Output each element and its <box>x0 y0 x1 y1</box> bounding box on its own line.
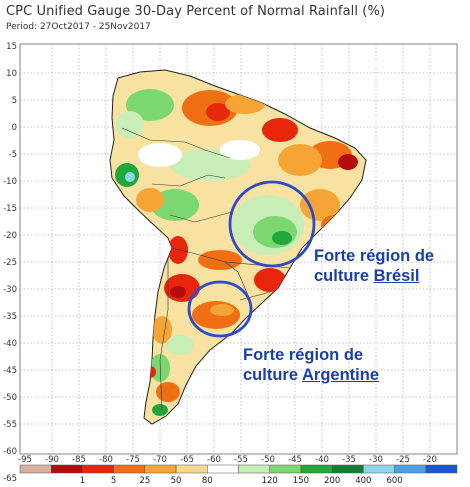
latitude-label: -25 <box>3 258 17 268</box>
latitude-label: 15 <box>6 42 17 52</box>
longitude-label: -90 <box>45 455 59 465</box>
legend-swatch <box>207 464 239 474</box>
argentina-region-circle <box>187 280 253 338</box>
legend-swatch <box>19 464 52 474</box>
latitude-label: -40 <box>3 339 17 349</box>
rainfall-anomaly-patches <box>115 89 358 416</box>
brazil-annotation: Forte région de culture Brésil <box>314 246 434 286</box>
legend-label: 150 <box>292 476 310 486</box>
legend-label: 120 <box>261 476 278 486</box>
longitude-label: -60 <box>207 455 221 465</box>
longitude-labels: -95 -90 -85 -80 -75 -70 -65 -60 -55 -50 -45 -40 -35 -… <box>18 455 437 465</box>
longitude-label: -55 <box>234 455 248 465</box>
brazil-annotation-line1: Forte région de <box>314 247 435 265</box>
latitude-label: 0 <box>12 123 17 133</box>
legend-swatch <box>269 464 302 474</box>
latitude-label: 5 <box>12 96 17 106</box>
legend-swatch <box>82 464 114 474</box>
argentina-annotation-line2: culture Argentine <box>243 366 379 384</box>
legend-swatch <box>331 464 364 474</box>
brazil-label: Brésil <box>373 267 420 285</box>
country-borders <box>121 127 291 411</box>
legend-label: 400 <box>355 476 372 486</box>
legend-swatch <box>238 464 270 474</box>
legend-label: 1 <box>79 476 86 486</box>
latitude-label: -45 <box>3 366 17 376</box>
legend-swatch <box>425 464 458 474</box>
latitude-labels: 15 10 5 0 -5 -10 -15 -20 -25 -30 -35 -40 -45 -50 -55 -6… <box>3 42 17 484</box>
map-period: Period: 27Oct2017 - 25Nov2017 <box>6 22 151 32</box>
brazil-region-circle <box>228 180 316 268</box>
latitude-label: -65 <box>3 474 17 484</box>
longitude-label: -45 <box>288 455 302 465</box>
legend-swatch <box>113 464 146 474</box>
legend-swatch <box>363 464 395 474</box>
longitude-label: -85 <box>72 455 86 465</box>
brazil-annotation-line2: culture Brésil <box>314 267 420 285</box>
legend-swatch <box>144 464 177 474</box>
legend-label: 600 <box>386 476 403 486</box>
legend-swatch <box>50 464 83 474</box>
longitude-label: -35 <box>342 455 356 465</box>
argentina-annotation-line1: Forte région de <box>243 346 364 364</box>
longitude-label: -40 <box>315 455 329 465</box>
latitude-label: -5 <box>9 150 17 160</box>
latitude-label: -15 <box>3 204 17 214</box>
legend-label: 200 <box>324 476 341 486</box>
latitude-label: -30 <box>3 285 17 295</box>
argentina-label: Argentine <box>301 366 379 384</box>
longitude-label: -95 <box>18 455 32 465</box>
longitude-label: -50 <box>261 455 275 465</box>
longitude-label: -30 <box>369 455 383 465</box>
legend-label: 25 <box>139 476 151 486</box>
latitude-label: -60 <box>3 447 17 457</box>
latitude-label: -20 <box>3 231 17 241</box>
longitude-label: -20 <box>423 455 437 465</box>
legend-swatch <box>175 464 208 474</box>
legend-swatch <box>300 464 333 474</box>
longitude-label: -25 <box>396 455 410 465</box>
longitude-label: -80 <box>99 455 113 465</box>
longitude-label: -75 <box>126 455 140 465</box>
latitude-label: -50 <box>3 393 17 403</box>
map-grid <box>20 44 457 454</box>
latitude-label: -10 <box>3 177 17 187</box>
legend-label: 50 <box>170 476 182 486</box>
legend-label: 5 <box>110 476 117 486</box>
latitude-label: 10 <box>6 69 17 79</box>
latitude-label: -35 <box>3 312 17 322</box>
longitude-label: -70 <box>153 455 167 465</box>
longitude-label: -65 <box>180 455 194 465</box>
legend-label: 80 <box>201 476 213 486</box>
latitude-label: -55 <box>3 420 17 430</box>
legend-swatch <box>394 464 427 474</box>
map-title: CPC Unified Gauge 30-Day Percent of Norm… <box>6 4 386 19</box>
legend-color-bar <box>19 464 458 474</box>
argentina-annotation: Forte région de culture Argentine <box>243 345 379 385</box>
